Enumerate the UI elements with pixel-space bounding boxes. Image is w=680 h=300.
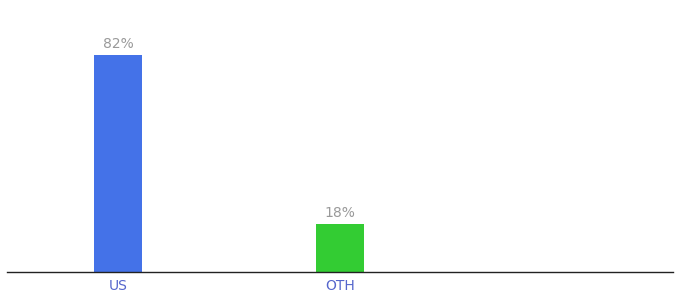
Bar xyxy=(316,224,364,272)
Text: 18%: 18% xyxy=(324,206,356,220)
Bar xyxy=(94,55,142,272)
Text: 82%: 82% xyxy=(103,37,133,51)
